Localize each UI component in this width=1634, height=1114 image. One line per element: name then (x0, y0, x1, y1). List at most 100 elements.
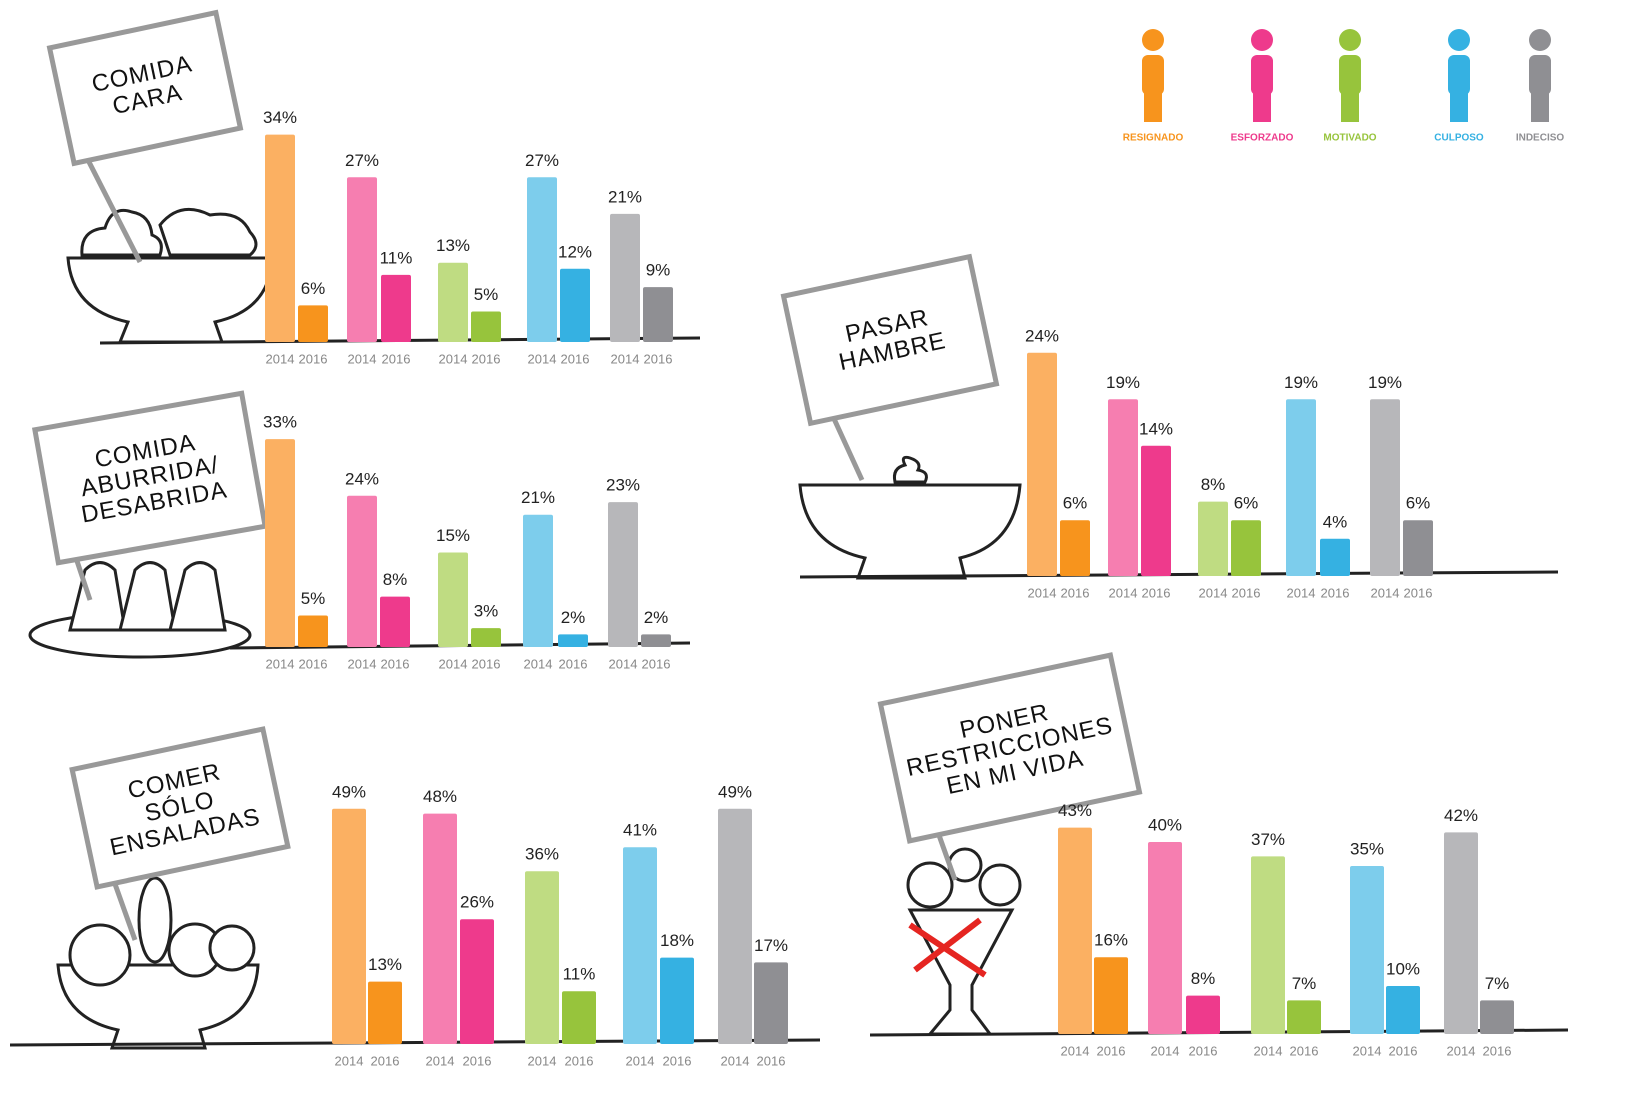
x-tick-label: 2016 (559, 656, 588, 671)
x-tick-label: 2016 (299, 656, 328, 671)
bar (1141, 445, 1171, 576)
flag-banner (877, 652, 1143, 844)
bar (265, 134, 295, 342)
x-tick-label: 2016 (757, 1053, 786, 1068)
x-tick-label: 2016 (1483, 1043, 1512, 1058)
x-tick-label: 2016 (1061, 585, 1090, 600)
x-tick-label: 2014 (439, 656, 468, 671)
bar (558, 634, 588, 647)
bar (1231, 520, 1261, 576)
bar (460, 919, 494, 1044)
bar (1198, 501, 1228, 576)
bar (643, 287, 673, 342)
x-tick-label: 2014 (524, 656, 553, 671)
bar (380, 596, 410, 647)
bar (1186, 995, 1220, 1034)
bar (1403, 520, 1433, 576)
bar (641, 634, 671, 647)
value-label: 34% (263, 108, 297, 127)
legend-figure-legs (1531, 92, 1549, 122)
x-tick-label: 2014 (1254, 1043, 1283, 1058)
legend-item: INDECISO (1516, 29, 1565, 144)
bar (298, 615, 328, 647)
value-label: 12% (558, 242, 592, 261)
bar (1444, 832, 1478, 1034)
value-label: 27% (345, 151, 379, 170)
value-label: 33% (263, 413, 297, 432)
value-label: 24% (345, 469, 379, 488)
legend-label: RESIGNADO (1123, 133, 1184, 144)
x-tick-label: 2016 (644, 351, 673, 366)
legend-figure-legs (1144, 92, 1162, 122)
legend-figure-body (1448, 55, 1470, 95)
bar (423, 813, 457, 1044)
bar (471, 311, 501, 342)
value-label: 16% (1094, 931, 1128, 950)
x-tick-label: 2016 (382, 351, 411, 366)
legend-figure-legs (1450, 92, 1468, 122)
bar (754, 962, 788, 1044)
x-tick-label: 2014 (266, 351, 295, 366)
bowl-icon (798, 455, 1022, 580)
value-label: 19% (1106, 373, 1140, 392)
legend-item: RESIGNADO (1123, 29, 1184, 144)
value-label: 14% (1139, 419, 1173, 438)
x-tick-label: 2016 (1189, 1043, 1218, 1058)
value-label: 6% (1063, 494, 1088, 513)
value-label: 5% (301, 589, 326, 608)
legend-figure-head (1142, 29, 1164, 51)
x-tick-label: 2016 (663, 1053, 692, 1068)
value-label: 40% (1148, 815, 1182, 834)
value-label: 19% (1284, 373, 1318, 392)
bar (347, 495, 377, 647)
bar (1286, 399, 1316, 576)
bar (1287, 1000, 1321, 1034)
x-tick-label: 2014 (348, 656, 377, 671)
legend-figure-legs (1341, 92, 1359, 122)
x-tick-label: 2016 (463, 1053, 492, 1068)
value-label: 19% (1368, 373, 1402, 392)
bar (332, 808, 366, 1044)
value-label: 2% (644, 608, 669, 627)
value-label: 6% (301, 279, 326, 298)
value-label: 2% (561, 608, 586, 627)
legend-label: INDECISO (1516, 133, 1565, 144)
bar (438, 262, 468, 342)
value-label: 8% (1201, 475, 1226, 494)
legend-figure-body (1142, 55, 1164, 95)
legend-figure-head (1529, 29, 1551, 51)
value-label: 49% (718, 782, 752, 801)
bar (718, 808, 752, 1044)
legend-figure-body (1529, 55, 1551, 95)
bar (1027, 352, 1057, 576)
value-label: 26% (460, 893, 494, 912)
x-tick-label: 2014 (1061, 1043, 1090, 1058)
value-label: 6% (1406, 494, 1431, 513)
x-tick-label: 2014 (439, 351, 468, 366)
bar (471, 628, 501, 647)
value-label: 17% (754, 936, 788, 955)
value-label: 8% (1191, 969, 1216, 988)
x-tick-label: 2016 (472, 351, 501, 366)
bar (1148, 842, 1182, 1034)
value-label: 42% (1444, 806, 1478, 825)
bar (1370, 399, 1400, 576)
x-tick-label: 2016 (1097, 1043, 1126, 1058)
x-tick-label: 2014 (1447, 1043, 1476, 1058)
x-tick-label: 2016 (642, 656, 671, 671)
x-tick-label: 2014 (1371, 585, 1400, 600)
bar (527, 177, 557, 342)
value-label: 11% (380, 248, 413, 267)
bar (1108, 399, 1138, 576)
bar (298, 305, 328, 342)
bar (560, 268, 590, 342)
bar (347, 177, 377, 342)
